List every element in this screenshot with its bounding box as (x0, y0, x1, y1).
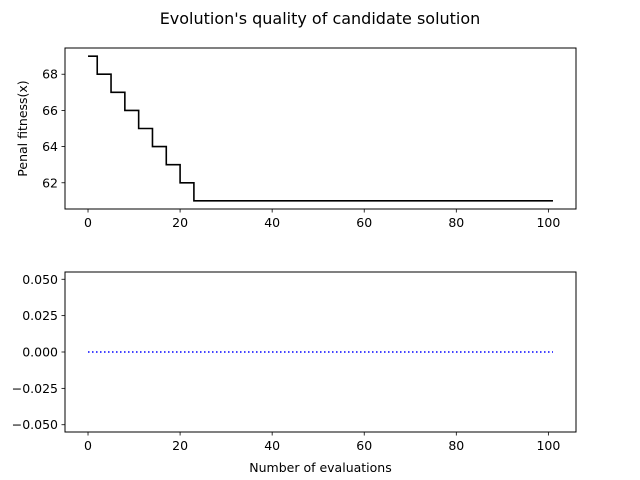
top-plot-x-tick-label: 40 (264, 215, 280, 230)
bottom-plot-frame (64, 271, 577, 433)
bottom-plot-x-tick-label: 20 (172, 438, 188, 453)
top-plot-y-tick-label: 66 (42, 103, 58, 118)
top-plot-series-line (88, 55, 553, 202)
top-plot-ticks: 0 20 40 60 80 100 62 64 66 68 (42, 67, 560, 230)
bottom-plot-y-tick-label: 0.000 (22, 345, 58, 360)
bottom-plot: 0 20 40 60 80 100−0.050−0.0250.0000.0250.050 … (12, 271, 577, 475)
top-plot-x-tick-label: 20 (172, 215, 188, 230)
top-plot-y-tick-label: 64 (42, 139, 58, 154)
top-plot-x-tick-label: 0 (84, 215, 92, 230)
figure-title: Evolution's quality of candidate solutio… (160, 9, 481, 28)
bottom-plot-y-tick-label: −0.050 (12, 417, 58, 432)
bottom-plot-y-tick-label: −0.025 (12, 381, 58, 396)
bottom-plot-y-tick-label: 0.025 (22, 308, 58, 323)
top-plot-x-tick-label: 100 (536, 215, 560, 230)
top-plot-frame (64, 47, 577, 210)
bottom-plot-x-tick-label: 40 (264, 438, 280, 453)
bottom-plot-ticks: 0 20 40 60 80 100 −0.050 −0.025 0.000 0.025 0.050 (12, 272, 561, 453)
top-plot-y-axis-label: Penal fitness(x) (15, 80, 30, 176)
bottom-plot-x-tick-label: 0 (84, 438, 92, 453)
bottom-plot-x-tick-label: 80 (448, 438, 464, 453)
bottom-plot-x-axis-label: Number of evaluations (249, 460, 391, 475)
top-plot-y-tick-label: 68 (42, 67, 58, 82)
bottom-plot-x-tick-label: 100 (536, 438, 560, 453)
top-plot-y-tick-label: 62 (42, 175, 58, 190)
top-plot-x-tick-label: 60 (356, 215, 372, 230)
bottom-plot-y-tick-label: 0.050 (22, 272, 58, 287)
top-plot-marks (88, 55, 553, 202)
bottom-plot-x-tick-label: 60 (356, 438, 372, 453)
top-plot: 0 20 40 60 80 100 62 64 66 68 Penal fitness(x) (15, 47, 577, 230)
top-plot-x-tick-label: 80 (448, 215, 464, 230)
